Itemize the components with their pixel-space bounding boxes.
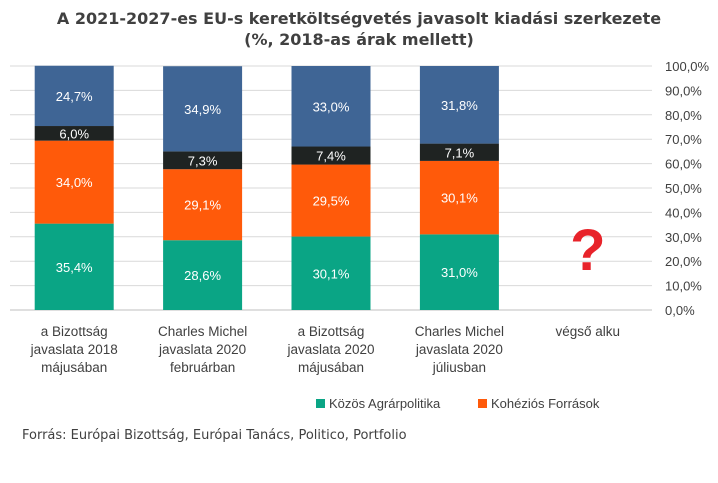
x-category-label: javaslata 2020 xyxy=(415,342,503,357)
x-category-label: a Bizottság xyxy=(41,324,108,339)
y-tick-label: 20,0% xyxy=(665,254,702,269)
x-category-label: júliusban xyxy=(432,360,486,375)
data-label: 29,5% xyxy=(313,194,350,209)
y-tick-label: 70,0% xyxy=(665,132,702,147)
data-label: 31,8% xyxy=(441,98,478,113)
x-category-label: Charles Michel xyxy=(158,324,247,339)
bar-segment xyxy=(163,66,243,152)
x-category-label: a Bizottság xyxy=(298,324,365,339)
bar-segment xyxy=(163,151,243,170)
legend-label: Kohéziós Források xyxy=(491,396,600,411)
data-label: 7,1% xyxy=(445,145,475,160)
data-label: 33,0% xyxy=(313,99,350,114)
legend-swatch xyxy=(478,399,487,408)
bar-segment xyxy=(291,146,371,165)
bar-segment xyxy=(34,65,114,127)
y-tick-label: 30,0% xyxy=(665,230,702,245)
x-category-label: májusában xyxy=(298,360,364,375)
y-tick-label: 60,0% xyxy=(665,157,702,172)
y-tick-label: 90,0% xyxy=(665,83,702,98)
legend-swatch xyxy=(316,399,325,408)
data-label: 34,0% xyxy=(56,175,93,190)
x-category-label: februárban xyxy=(170,360,235,375)
bar-segment xyxy=(419,143,499,161)
x-category-label: Charles Michel xyxy=(415,324,504,339)
bar-segment xyxy=(419,66,499,144)
question-mark-annotation: ? xyxy=(570,218,605,283)
x-category-label: javaslata 2020 xyxy=(158,342,246,357)
bar-segment xyxy=(34,126,114,141)
y-tick-label: 80,0% xyxy=(665,108,702,123)
x-category-label: javaslata 2018 xyxy=(30,342,118,357)
bar-segment xyxy=(419,234,499,310)
bar-segment xyxy=(34,140,114,224)
data-label: 24,7% xyxy=(56,89,93,104)
data-label: 30,1% xyxy=(441,191,478,206)
data-label: 30,1% xyxy=(313,266,350,281)
bar-segment xyxy=(419,160,499,235)
y-tick-label: 40,0% xyxy=(665,205,702,220)
y-tick-label: 100,0% xyxy=(665,59,710,74)
data-label: 7,4% xyxy=(316,149,346,164)
bar-segment xyxy=(291,164,371,237)
y-tick-label: 0,0% xyxy=(665,303,695,318)
chart-subtitle: (%, 2018-as árak mellett) xyxy=(244,30,474,49)
x-category-label: végső alku xyxy=(556,324,621,339)
x-category-label: javaslata 2020 xyxy=(286,342,374,357)
data-label: 28,6% xyxy=(184,268,221,283)
x-category-label: májusában xyxy=(41,360,107,375)
chart-title: A 2021-2027-es EU-s keretköltségvetés ja… xyxy=(56,9,662,28)
bar-segment xyxy=(34,223,114,310)
y-tick-label: 50,0% xyxy=(665,181,702,196)
data-label: 35,4% xyxy=(56,260,93,275)
bar-segment xyxy=(291,236,371,310)
legend-label: Közös Agrárpolitika xyxy=(329,396,441,411)
data-label: 7,3% xyxy=(188,153,218,168)
bar-segment xyxy=(163,240,243,310)
data-label: 34,9% xyxy=(184,102,221,117)
bar-segment xyxy=(163,169,243,241)
data-label: 29,1% xyxy=(184,198,221,213)
y-tick-label: 10,0% xyxy=(665,279,702,294)
data-label: 6,0% xyxy=(59,126,89,141)
data-label: 31,0% xyxy=(441,265,478,280)
bar-segment xyxy=(291,66,371,147)
source-note: Forrás: Európai Bizottság, Európai Tanác… xyxy=(22,428,407,443)
chart-title-block: A 2021-2027-es EU-s keretköltségvetés ja… xyxy=(0,8,718,50)
